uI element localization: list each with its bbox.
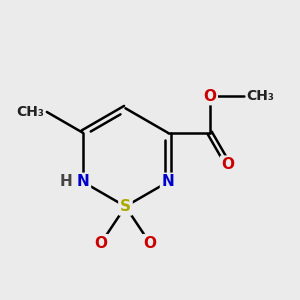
Text: CH₃: CH₃ <box>247 89 274 103</box>
Text: O: O <box>143 236 157 251</box>
Text: S: S <box>120 199 131 214</box>
Text: O: O <box>94 236 107 251</box>
Text: O: O <box>203 88 216 104</box>
Text: N: N <box>76 174 89 189</box>
Text: N: N <box>162 174 174 189</box>
Text: H: H <box>59 174 72 189</box>
Text: O: O <box>222 157 235 172</box>
Text: CH₃: CH₃ <box>16 105 44 119</box>
